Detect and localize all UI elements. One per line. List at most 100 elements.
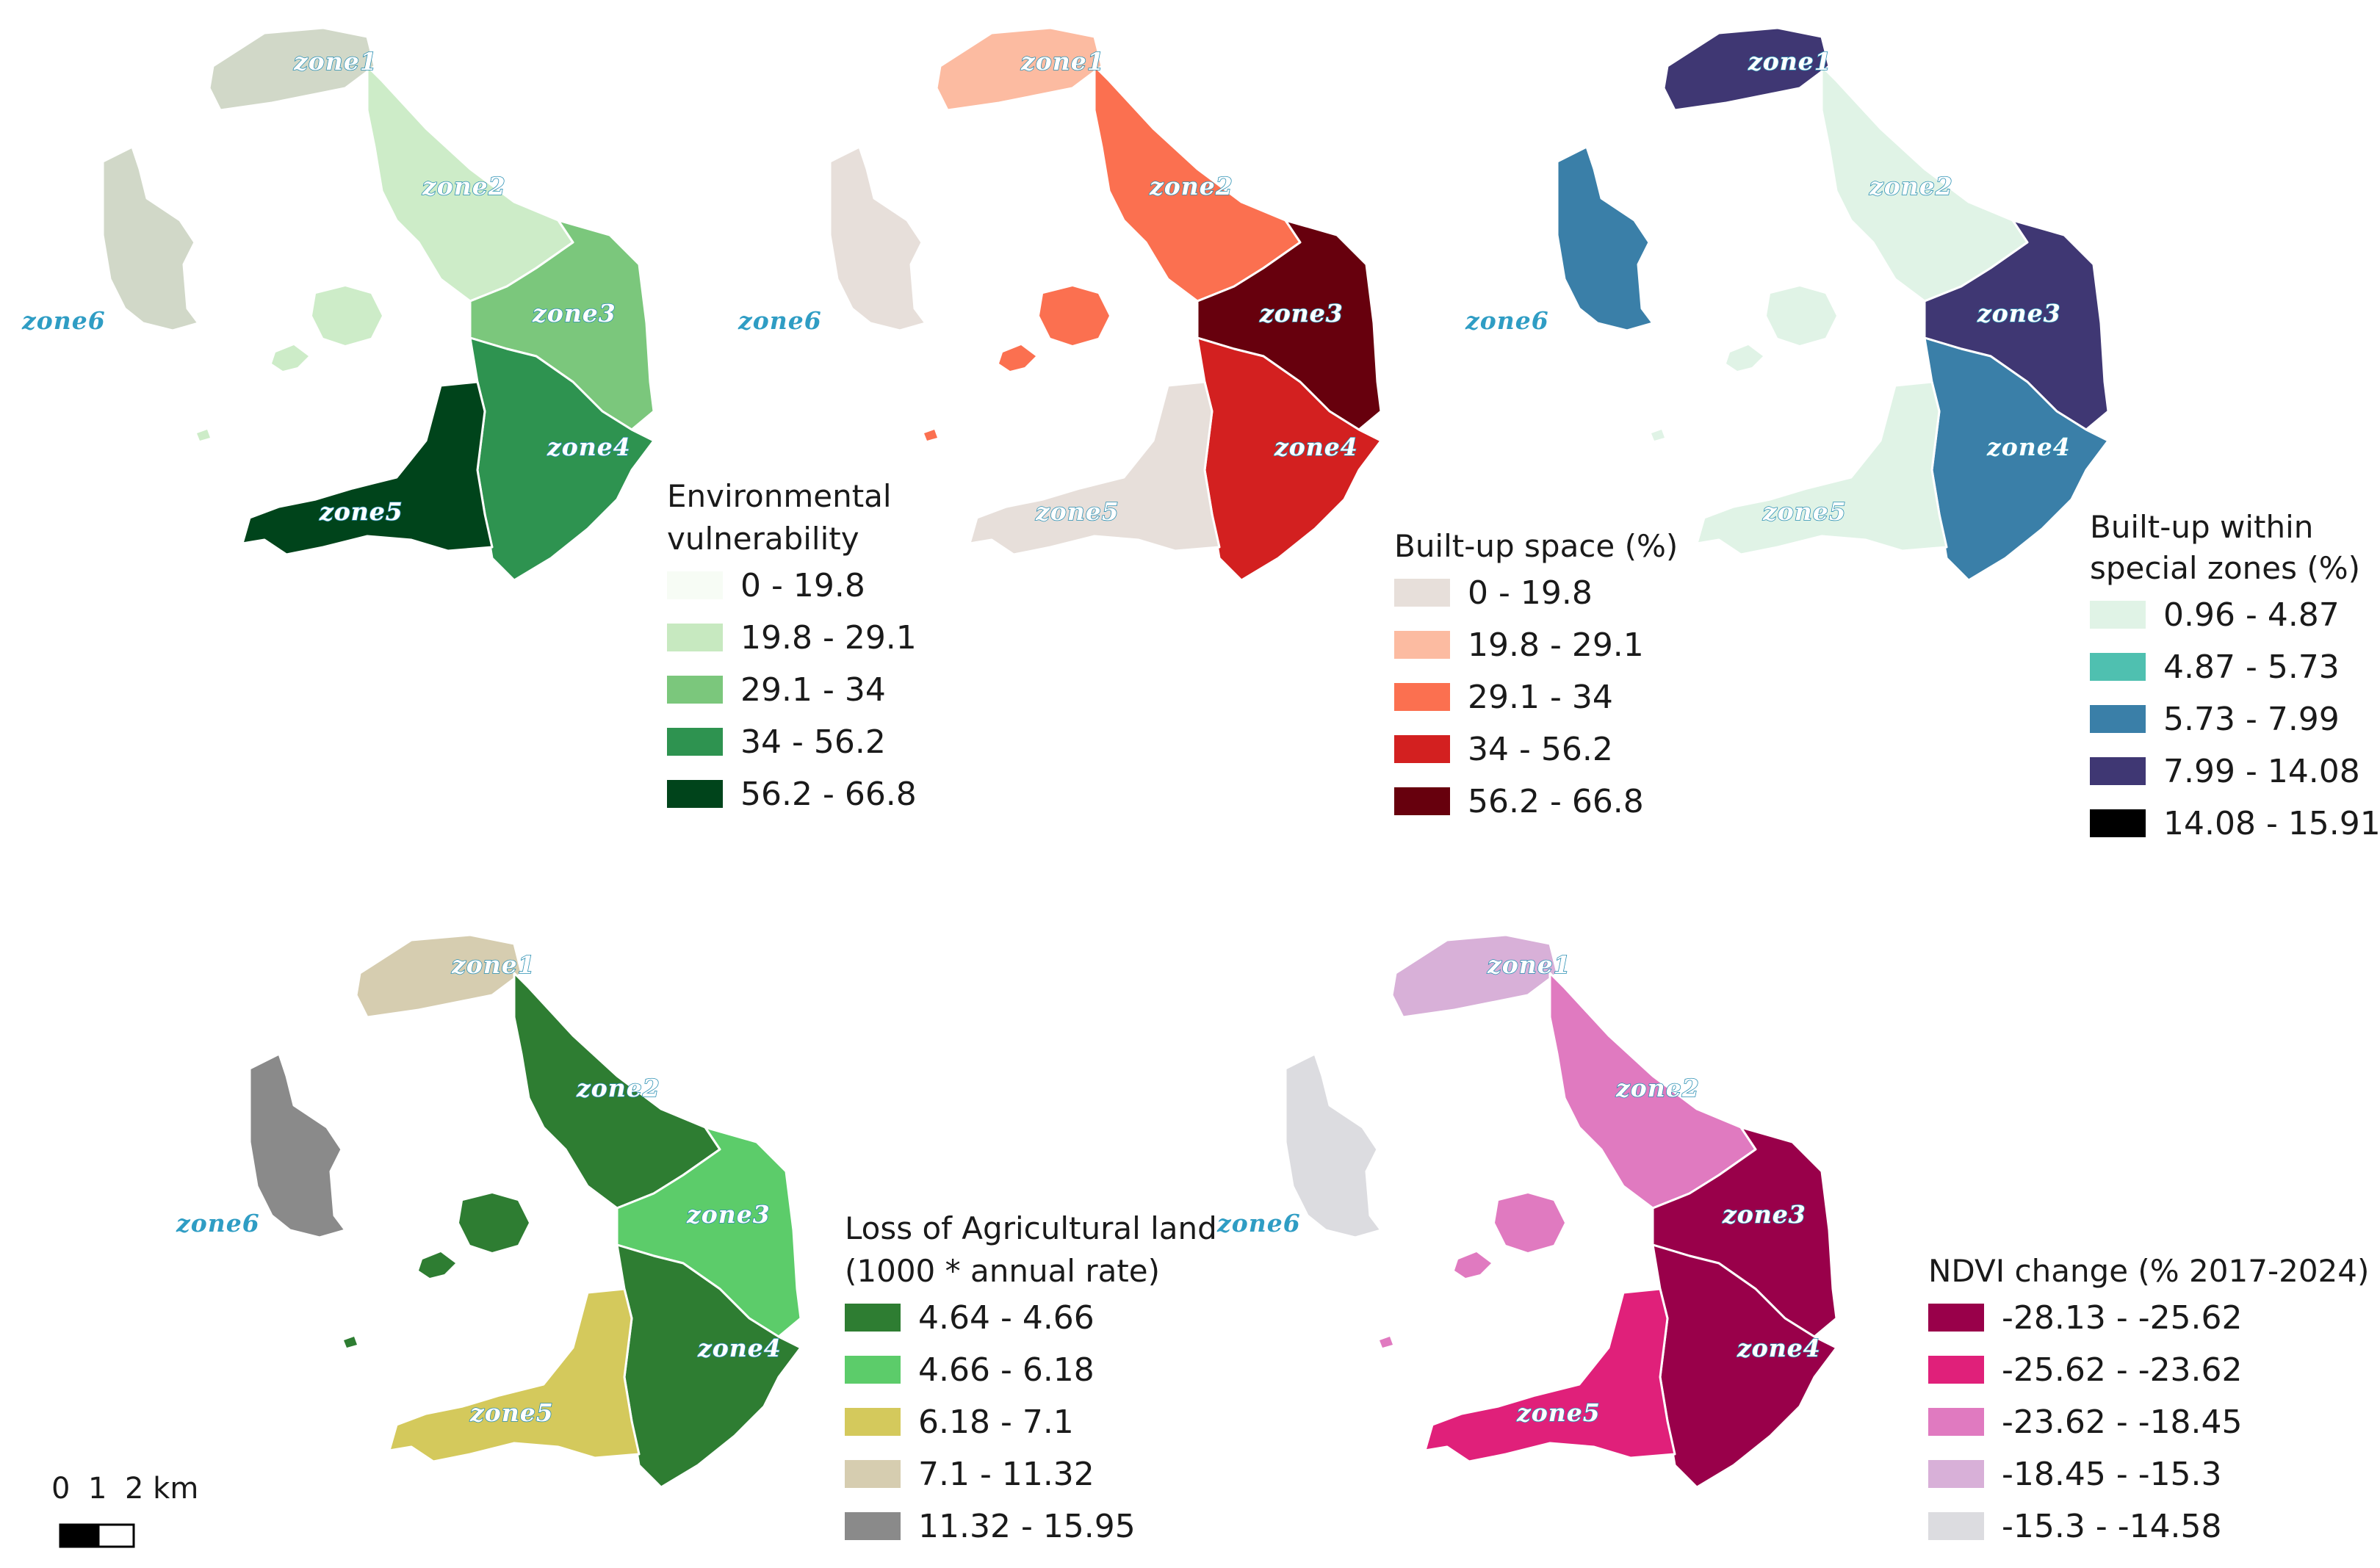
zone2-label: zone2 — [1869, 172, 1953, 200]
legend-ndvi-change: NDVI change (% 2017-2024) -28.13 - -25.6… — [1928, 1253, 2369, 1545]
legend-swatch — [1394, 683, 1450, 711]
zone1-label: zone1 — [1748, 47, 1832, 76]
legend-label: 6.18 - 7.1 — [918, 1403, 1074, 1441]
legend-swatch — [845, 1356, 901, 1384]
legend-label: 4.66 - 6.18 — [918, 1351, 1095, 1389]
legend-swatch — [1394, 579, 1450, 607]
island-shapes — [1284, 933, 1838, 1489]
caldera-island-small — [1726, 345, 1763, 371]
zone4-label: zone4 — [697, 1334, 782, 1362]
zone2-label: zone2 — [1615, 1074, 1700, 1102]
zone6-label: zone6 — [21, 306, 106, 335]
legend-label: 19.8 - 29.1 — [740, 619, 917, 657]
legend-swatch — [845, 1408, 901, 1436]
legend-swatch — [1394, 631, 1450, 659]
legend-title-line2: (1000 * annual rate) — [845, 1253, 1160, 1289]
legend-label: 29.1 - 34 — [1468, 679, 1613, 716]
legend-swatch — [1928, 1460, 1984, 1488]
zone2-label: zone2 — [1149, 172, 1233, 200]
legend-label: 56.2 - 66.8 — [740, 776, 917, 813]
legend-swatch — [1928, 1304, 1984, 1332]
zone5-area — [1695, 380, 1948, 556]
scale-label-2: 2 km — [125, 1472, 198, 1506]
island-shapes — [1556, 26, 2110, 582]
zone6-label: zone6 — [176, 1209, 260, 1238]
legend-label: -15.3 - -14.58 — [2002, 1508, 2222, 1545]
legend-title-line2: special zones (%) — [2090, 550, 2360, 586]
zone1-area — [1662, 26, 1831, 112]
caldera-islet — [1651, 430, 1665, 441]
legend-swatch — [1928, 1356, 1984, 1384]
zone5-area — [241, 380, 494, 556]
legend-swatch — [845, 1460, 901, 1488]
scale-bar: 0 1 2 km — [51, 1472, 198, 1548]
legend-swatch — [667, 676, 723, 704]
zone1-area — [208, 26, 376, 112]
map-environmental-vulnerability: zone1 zone2 zone3 zone4 zone5 zone6 Envi… — [21, 26, 917, 813]
zone-labels: zone1 zone2 zone3 zone4 zone5 zone6 — [176, 950, 782, 1428]
caldera-island-main — [1039, 286, 1109, 345]
legend-label: 5.73 - 7.99 — [2163, 701, 2340, 738]
legend-built-up-space: Built-up space (%) 0 - 19.8 19.8 - 29.1 29… — [1394, 528, 1678, 820]
caldera-island-main — [1495, 1193, 1565, 1252]
zone2-label: zone2 — [422, 172, 506, 200]
map-loss-agricultural-land: zone1 zone2 zone3 zone4 zone5 zone6 Loss… — [176, 933, 1217, 1545]
island-shapes — [248, 933, 802, 1489]
legend-built-up-special-zones: Built-up within special zones (%) 0.96 -… — [2090, 509, 2380, 842]
zone1-area — [355, 933, 523, 1019]
legend-label: 4.64 - 4.66 — [918, 1299, 1095, 1337]
caldera-island-main — [459, 1193, 529, 1252]
map-built-up-space: zone1 zone2 zone3 zone4 zone5 zone6 Buil… — [738, 26, 1678, 820]
scale-label-1: 1 — [88, 1472, 107, 1506]
caldera-island-main — [1767, 286, 1836, 345]
zone4-label: zone4 — [1737, 1334, 1821, 1362]
legend-label: 4.87 - 5.73 — [2163, 648, 2340, 686]
legend-title-line1: Loss of Agricultural land — [845, 1210, 1217, 1246]
legend-label: 7.1 - 11.32 — [918, 1456, 1095, 1493]
caldera-island-small — [999, 345, 1036, 371]
map-ndvi-change: zone1 zone2 zone3 zone4 zone5 zone6 NDVI… — [1216, 933, 2369, 1545]
zone5-label: zone5 — [1035, 497, 1119, 526]
zone4-label: zone4 — [1986, 433, 2071, 461]
legend-title-line1: Built-up space (%) — [1394, 528, 1678, 564]
zone3-label: zone3 — [1722, 1200, 1806, 1229]
legend-label: 7.99 - 14.08 — [2163, 753, 2360, 790]
legend-title-line1: Environmental — [667, 478, 892, 514]
zone5-label: zone5 — [1516, 1398, 1601, 1427]
legend-environmental-vulnerability: Environmental vulnerability 0 - 19.8 19.8… — [667, 478, 917, 813]
zone1-label: zone1 — [451, 950, 536, 979]
legend-label: 0.96 - 4.87 — [2163, 596, 2340, 634]
caldera-islet — [924, 430, 937, 441]
zone4-label: zone4 — [1274, 433, 1358, 461]
zone5-label: zone5 — [319, 497, 403, 526]
zone5-area — [968, 380, 1221, 556]
zone1-area — [1391, 933, 1559, 1019]
legend-swatch — [1394, 787, 1450, 815]
zone-labels: zone1 zone2 zone3 zone4 zone5 zone6 — [1216, 950, 1821, 1428]
legend-swatch — [1928, 1408, 1984, 1436]
legend-loss-agricultural-land: Loss of Agricultural land (1000 * annual… — [845, 1210, 1217, 1545]
zone4-label: zone4 — [547, 433, 631, 461]
legend-swatch — [2090, 601, 2146, 629]
caldera-island-small — [272, 345, 309, 371]
legend-swatch — [667, 571, 723, 599]
legend-title-line1: Built-up within — [2090, 509, 2313, 545]
legend-title-line2: vulnerability — [667, 521, 859, 557]
scale-bar-white-segment — [97, 1523, 135, 1548]
scale-label-0: 0 — [51, 1472, 70, 1506]
map-built-up-special-zones: zone1 zone2 zone3 zone4 zone5 zone6 Buil… — [1465, 26, 2380, 842]
legend-swatch — [2090, 653, 2146, 681]
zone1-area — [935, 26, 1103, 112]
legend-swatch — [2090, 705, 2146, 733]
zone6-label: zone6 — [738, 306, 822, 335]
caldera-islet — [197, 430, 210, 441]
island-shapes — [829, 26, 1382, 582]
legend-title-line1: NDVI change (% 2017-2024) — [1928, 1253, 2369, 1289]
zone6-label: zone6 — [1465, 306, 1549, 335]
legend-swatch — [2090, 809, 2146, 837]
zone1-label: zone1 — [1487, 950, 1571, 979]
zone1-label: zone1 — [293, 47, 378, 76]
legend-label: 11.32 - 15.95 — [918, 1508, 1136, 1545]
zone2-label: zone2 — [576, 1074, 660, 1102]
